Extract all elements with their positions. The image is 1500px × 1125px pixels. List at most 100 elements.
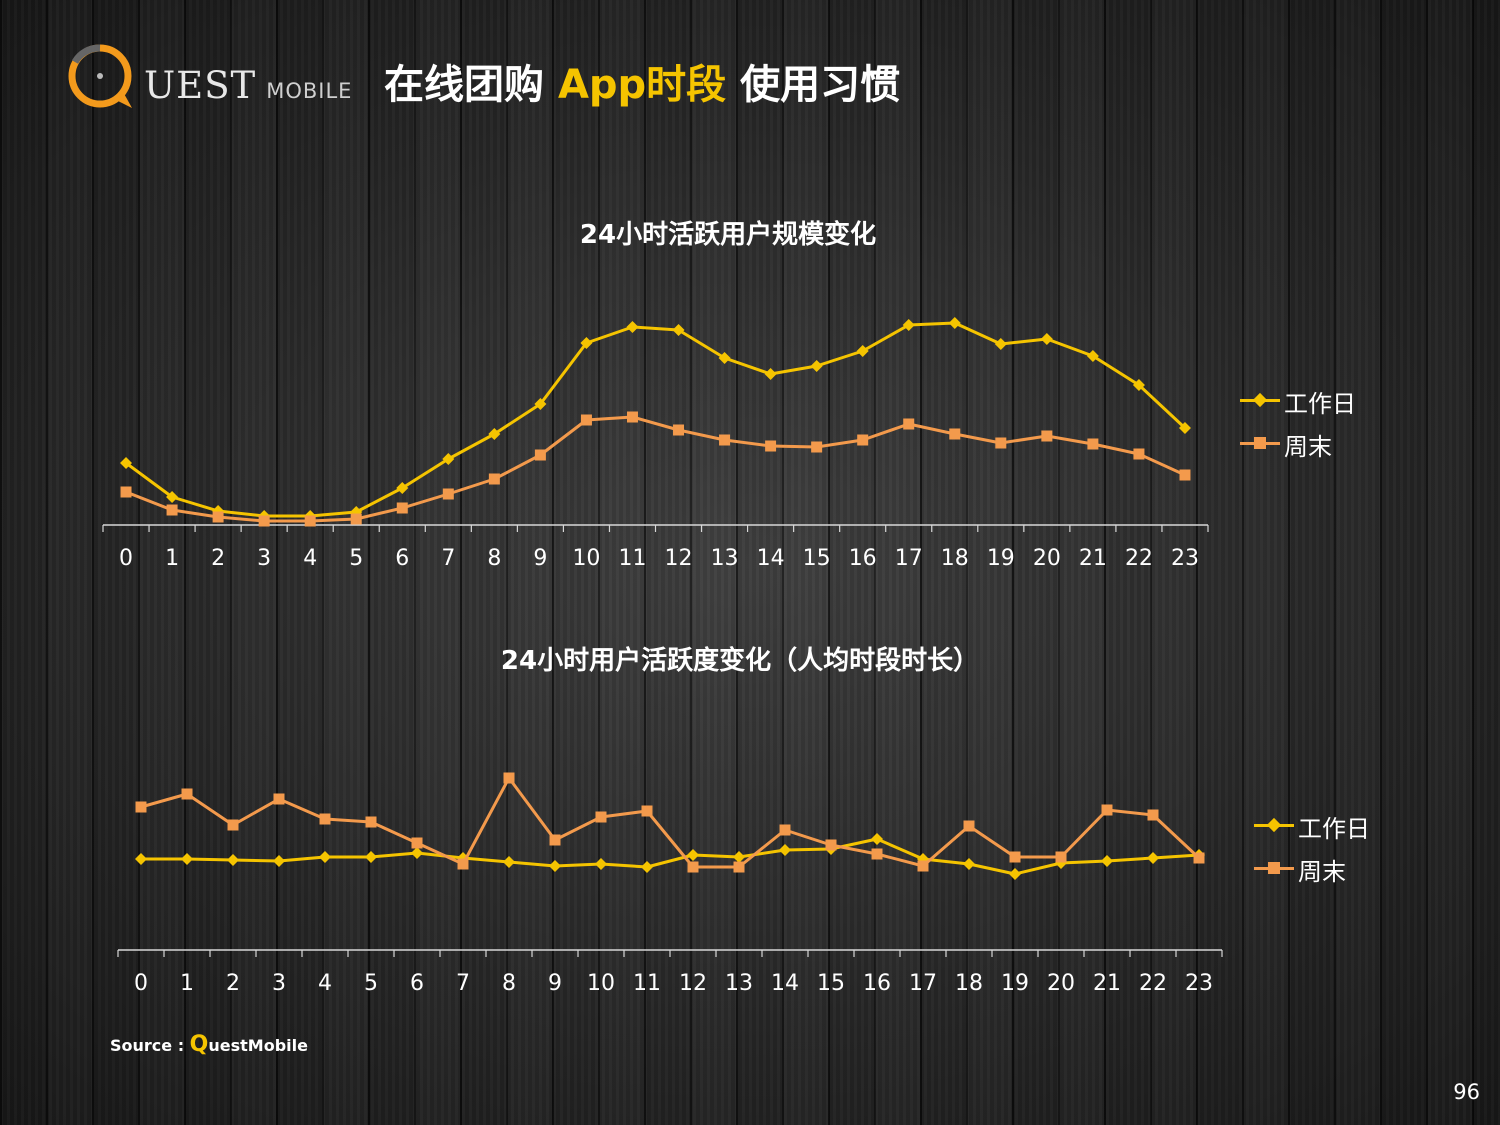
data-point	[626, 411, 638, 423]
x-tick-label: 14	[771, 971, 799, 996]
data-point	[181, 788, 193, 800]
data-point	[365, 851, 377, 863]
x-tick-label: 13	[711, 546, 739, 571]
data-point	[626, 321, 639, 333]
chart2-title: 24小时用户活跃度变化（人均时段时长）	[500, 646, 980, 676]
x-tick-label: 21	[1079, 546, 1107, 571]
data-point	[442, 488, 454, 500]
data-point	[1087, 438, 1099, 450]
data-point	[857, 434, 869, 446]
chart1-title: 24小时活跃用户规模变化	[579, 220, 877, 250]
series-workday	[120, 317, 1191, 522]
x-tick-label: 18	[941, 546, 969, 571]
data-point	[902, 319, 915, 331]
x-tick-label: 5	[364, 971, 378, 996]
x-tick-label: 22	[1139, 971, 1167, 996]
data-point	[825, 839, 837, 851]
data-point	[258, 515, 270, 527]
data-point	[963, 820, 975, 832]
x-tick-label: 19	[1001, 971, 1029, 996]
data-point	[488, 428, 501, 440]
x-tick-label: 1	[165, 546, 179, 571]
x-tick-label: 7	[441, 546, 455, 571]
x-tick-label: 23	[1171, 546, 1199, 571]
legend-marker	[1266, 817, 1282, 833]
legend-marker	[1268, 862, 1280, 874]
legend-label: 周末	[1298, 858, 1346, 886]
data-point	[304, 515, 316, 527]
data-point	[1055, 851, 1067, 863]
data-point	[166, 491, 179, 503]
x-tick-label: 11	[618, 546, 646, 571]
data-point	[580, 337, 593, 349]
data-point	[733, 851, 745, 863]
x-tick-label: 6	[395, 546, 409, 571]
x-tick-label: 5	[349, 546, 363, 571]
legend-item-weekend: 周末	[1254, 854, 1394, 886]
data-point	[1009, 868, 1021, 880]
data-point	[1133, 448, 1145, 460]
x-tick-label: 3	[272, 971, 286, 996]
data-point	[595, 858, 607, 870]
data-point	[856, 345, 869, 357]
series-line	[125, 415, 1186, 523]
data-point	[488, 473, 500, 485]
data-point	[319, 813, 331, 825]
data-point	[672, 324, 685, 336]
data-point	[503, 772, 515, 784]
logo-wordmark: UEST MOBILE	[144, 64, 353, 107]
x-tick-label: 4	[318, 971, 332, 996]
x-tick-label: 0	[134, 971, 148, 996]
page-title: 在线团购 App时段 使用习惯	[384, 62, 901, 108]
data-point	[411, 837, 423, 849]
data-point	[1132, 379, 1145, 391]
chart1-legend: 工作日 周末	[1240, 386, 1380, 472]
data-point	[1179, 469, 1191, 481]
data-point	[273, 793, 285, 805]
data-point	[764, 368, 777, 380]
chart2-legend: 工作日 周末	[1254, 811, 1394, 897]
x-tick-label: 15	[817, 971, 845, 996]
data-point	[1040, 333, 1053, 345]
x-tick-label: 14	[757, 546, 785, 571]
data-point	[1193, 852, 1205, 864]
data-point	[365, 816, 377, 828]
data-point	[673, 424, 685, 436]
x-tick-label: 16	[849, 546, 877, 571]
data-point	[503, 856, 515, 868]
source-note: Source : QuestMobile	[110, 1032, 308, 1057]
data-point	[687, 849, 699, 861]
legend-marker	[1254, 437, 1266, 449]
data-point	[719, 434, 731, 446]
x-tick-label: 12	[665, 546, 693, 571]
x-tick-label: 20	[1033, 546, 1061, 571]
data-point	[810, 360, 823, 372]
series-line	[141, 837, 1200, 876]
chart-active-users: 0 1 2 3 4 5 6 7 8 9 10 11 12 13 14 15 16 17 18 19 20 21 22 23	[102, 317, 1209, 571]
x-tick-label: 8	[487, 546, 501, 571]
x-tick-label: 9	[533, 546, 547, 571]
data-point	[411, 847, 423, 859]
data-point	[641, 805, 653, 817]
series-line	[140, 776, 1201, 869]
data-point	[779, 844, 791, 856]
questmobile-logo: UEST MOBILE	[66, 42, 351, 116]
legend-marker	[1252, 392, 1268, 408]
data-point	[917, 860, 929, 872]
x-tick-label: 16	[863, 971, 891, 996]
data-point	[595, 811, 607, 823]
legend-item-workday: 工作日	[1254, 811, 1394, 843]
data-point	[212, 511, 224, 523]
legend-item-weekend: 周末	[1240, 429, 1380, 461]
data-point	[457, 858, 469, 870]
x-tick-label: 10	[572, 546, 600, 571]
data-point	[227, 854, 239, 866]
series-line	[125, 321, 1187, 518]
data-point	[1101, 855, 1113, 867]
data-point	[396, 482, 409, 494]
data-point	[135, 801, 147, 813]
data-point	[641, 861, 653, 873]
data-point	[534, 449, 546, 461]
x-tick-label: 4	[303, 546, 317, 571]
x-axis: 0 1 2 3 4 5 6 7 8 9 10 11 12 13 14 15 16 17 18 19 20 21 22 23	[102, 524, 1209, 571]
